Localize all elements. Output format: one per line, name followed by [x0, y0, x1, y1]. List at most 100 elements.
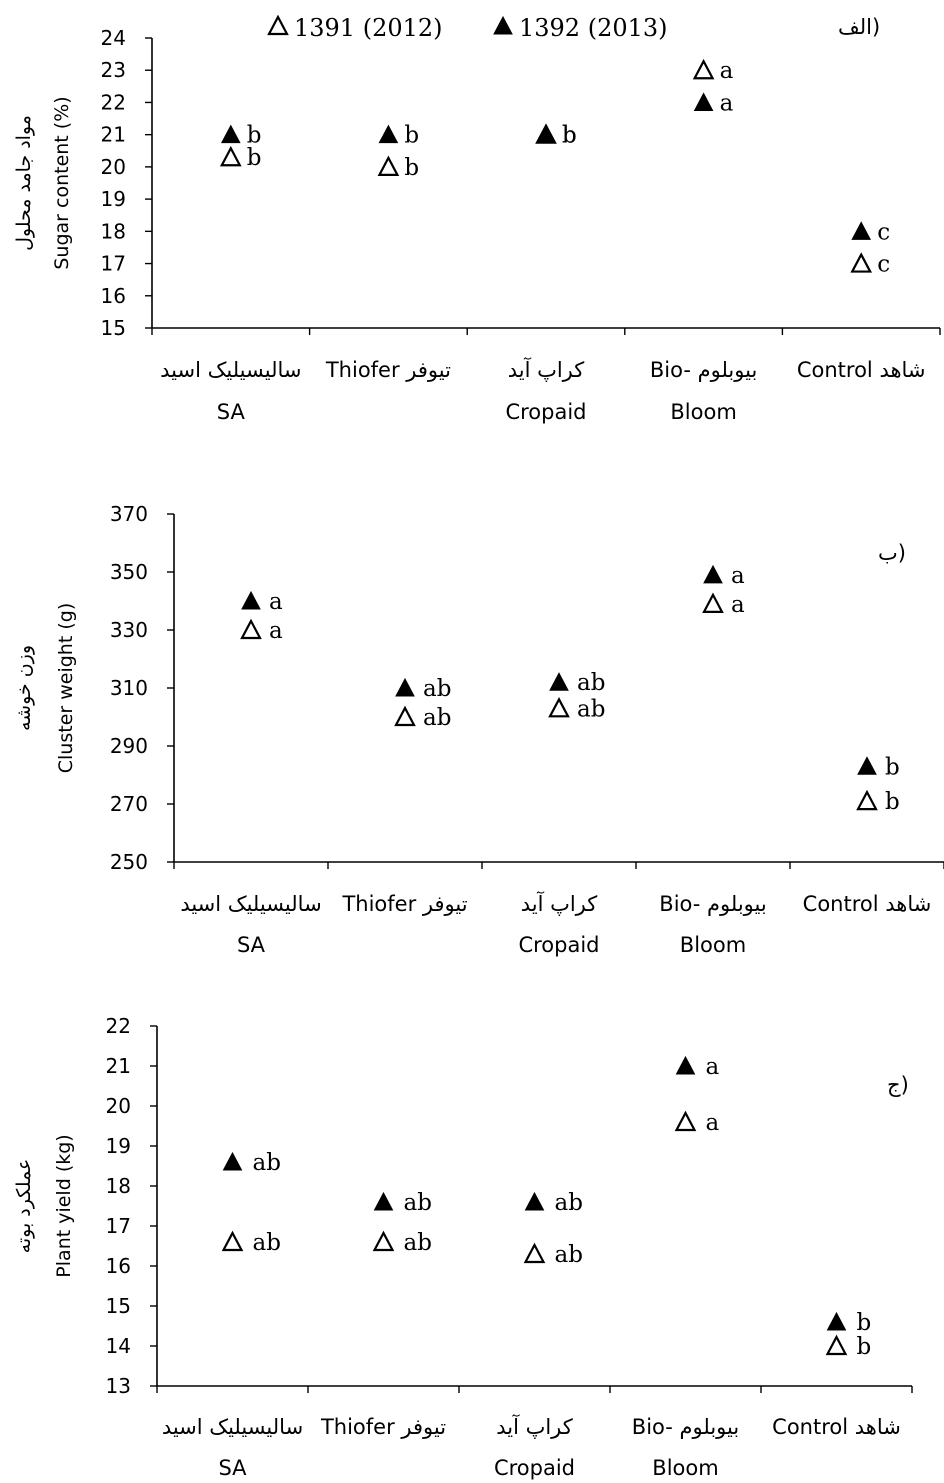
significance-letter: a [706, 1054, 720, 1080]
x-category-label-line2: SA [218, 1456, 247, 1480]
y-tick-label: 19 [106, 1134, 131, 1158]
marker-2013 [524, 1191, 545, 1211]
y-tick-label: 22 [106, 1014, 131, 1038]
x-category-label-line1: کراپ آید [521, 891, 598, 916]
significance-letter: b [404, 155, 419, 181]
significance-letter: c [877, 219, 890, 245]
marker-2012 [548, 696, 570, 718]
marker-2012 [219, 145, 242, 167]
x-category-label-line1: Bio- بیوبلوم [650, 358, 757, 382]
y-axis-title-fa: وزن خوشه [13, 645, 35, 731]
x-category-label-line1: Bio- بیوبلوم [659, 892, 766, 916]
legend: 1391 (2012) 1392 (2013) [267, 14, 668, 42]
panel-tag: ج) [887, 1073, 909, 1098]
x-category-label: Control شاهد [772, 1415, 901, 1439]
marker-2013 [851, 221, 872, 240]
marker-2013 [395, 677, 415, 697]
significance-letter: ab [423, 705, 451, 731]
x-category-label-line1: سالیسیلیک اسید [180, 892, 321, 916]
x-category-label-line1: کراپ آید [496, 1414, 573, 1439]
significance-letter: ab [555, 1242, 583, 1268]
significance-letter: a [720, 58, 734, 84]
marker-2013 [373, 1191, 394, 1211]
panel-1: 15 16 17 18 19 20 21 22 23 24 سالیسیلیک اسید SA Thio… [13, 15, 941, 424]
x-category-label: Thiofer تیوفر [320, 1415, 446, 1439]
significance-letter: ab [253, 1150, 281, 1176]
significance-letter: b [885, 754, 900, 780]
x-category-label-line1: کراپ آید [508, 357, 585, 382]
y-tick-label: 15 [106, 1294, 131, 1318]
marker-2012 [674, 1110, 697, 1132]
significance-letter: c [877, 252, 890, 278]
significance-letter: a [731, 563, 745, 589]
significance-letter: a [269, 589, 283, 615]
legend-filled-triangle [493, 15, 513, 35]
marker-2013 [378, 124, 399, 144]
y-tick-label: 290 [110, 734, 148, 758]
marker-2013 [549, 672, 569, 691]
y-tick-label: 15 [101, 316, 126, 340]
x-category-label-line2: Cropaid [505, 400, 586, 424]
y-axis-title-en: Cluster weight (g) [55, 603, 77, 773]
marker-2012 [702, 592, 724, 613]
marker-2013 [703, 564, 723, 584]
significance-letter: a [269, 618, 283, 644]
x-category-label-line2: Cropaid [494, 1456, 575, 1480]
panel-tag: الف) [838, 15, 880, 39]
y-tick-label: 23 [101, 58, 126, 82]
x-category-label-line2: SA [237, 933, 266, 957]
marker-2012 [372, 1230, 395, 1252]
x-category-label-line2: Bloom [652, 1456, 718, 1480]
x-category-label: Thiofer تیوفر [325, 358, 451, 382]
panel-2: 250 270 290 310 330 350 370 سالیسیلیک اسید SA Thi… [13, 502, 944, 957]
significance-letter: ab [555, 1190, 583, 1216]
x-category-label-line1: سالیسیلیک اسید [162, 1415, 303, 1439]
y-tick-label: 17 [101, 252, 126, 276]
significance-letter: a [731, 592, 745, 618]
significance-letter: b [885, 789, 900, 815]
x-category-label-line2: Bloom [670, 400, 736, 424]
y-tick-label: 250 [110, 850, 148, 874]
y-tick-label: 16 [101, 284, 126, 308]
x-category-label: Control شاهد [797, 358, 926, 382]
marker-2012 [523, 1242, 546, 1264]
significance-letter: b [247, 145, 262, 171]
legend-filled-label: 1392 (2013) [519, 14, 668, 42]
marker-2013 [857, 756, 877, 775]
marker-2012 [240, 618, 262, 640]
significance-letter: b [857, 1310, 872, 1336]
panel-3: 13 14 15 16 17 18 19 20 21 22 سالیسیلیک اسید SA Thio… [13, 1014, 913, 1480]
marker-2013 [241, 590, 261, 610]
y-tick-label: 19 [101, 187, 126, 211]
significance-letter: a [720, 90, 734, 116]
y-tick-label: 21 [106, 1054, 131, 1078]
marker-2012 [377, 155, 400, 176]
legend-open-triangle [267, 14, 289, 36]
x-category-label: Thiofer تیوفر [341, 892, 467, 916]
y-tick-label: 16 [106, 1254, 131, 1278]
marker-2012 [825, 1334, 848, 1356]
y-tick-label: 17 [106, 1214, 131, 1238]
x-category-label-line1: Bio- بیوبلوم [632, 1415, 739, 1439]
y-tick-label: 370 [110, 502, 148, 526]
significance-letter: b [404, 123, 419, 149]
significance-letter: b [562, 123, 577, 149]
significance-letter: ab [253, 1230, 281, 1256]
marker-2012 [850, 252, 873, 273]
y-tick-label: 20 [101, 155, 126, 179]
legend-open-label: 1391 (2012) [294, 14, 443, 42]
significance-letter: b [857, 1334, 872, 1360]
significance-letter: ab [404, 1230, 432, 1256]
panel-tag: ب) [878, 541, 906, 565]
marker-2012 [856, 789, 878, 811]
marker-2013 [826, 1311, 847, 1331]
y-tick-label: 270 [110, 792, 148, 816]
y-tick-label: 18 [101, 219, 126, 243]
x-category-label-line2: Bloom [680, 933, 746, 957]
marker-2013 [222, 1151, 243, 1171]
y-tick-label: 350 [110, 560, 148, 584]
y-axis-title-en: Plant yield (kg) [53, 1134, 75, 1277]
y-tick-label: 22 [101, 90, 126, 114]
x-category-label: Control شاهد [803, 892, 932, 916]
